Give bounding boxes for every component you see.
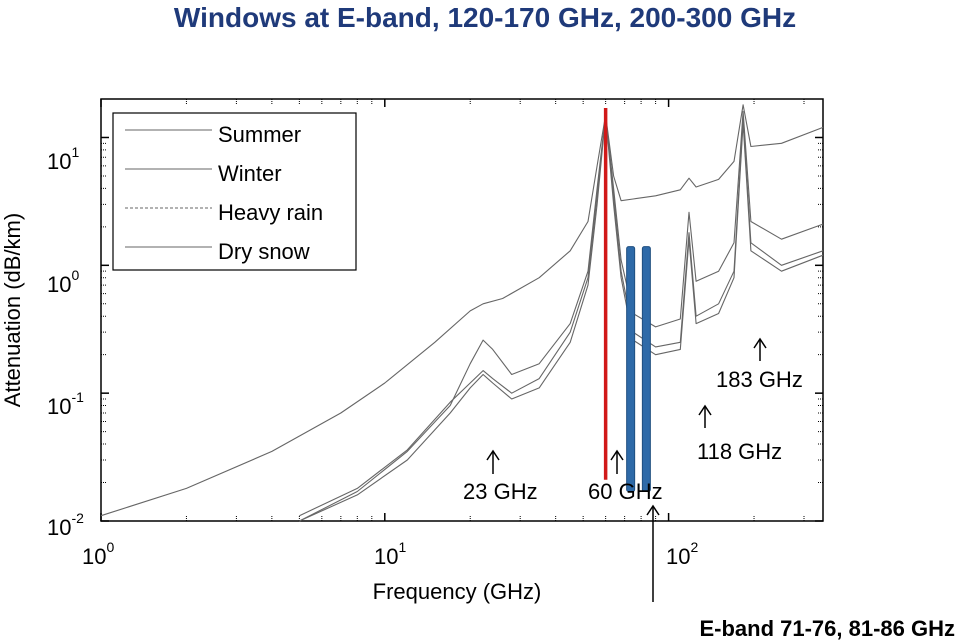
eband-callout: E-band 71-76, 81-86 GHz bbox=[699, 616, 955, 641]
arrowhead-183ghz bbox=[753, 337, 767, 349]
x-axis-label: Frequency (GHz) bbox=[373, 579, 542, 604]
legend: Summer Winter Heavy rain Dry snow bbox=[112, 112, 357, 271]
x-tick-label: 102 bbox=[666, 539, 698, 569]
eband-bar bbox=[641, 246, 651, 493]
legend-label-dry-snow: Dry snow bbox=[218, 239, 310, 264]
legend-label-summer: Summer bbox=[218, 122, 301, 147]
y-tick-label: 10-2 bbox=[47, 510, 84, 540]
annotation-60ghz: 60 GHz bbox=[588, 479, 663, 504]
y-tick-label: 101 bbox=[47, 144, 79, 174]
series-line-dry-snow bbox=[299, 114, 824, 522]
legend-label-heavy-rain: Heavy rain bbox=[218, 200, 323, 225]
annotation-118ghz: 118 GHz bbox=[697, 439, 782, 464]
chart-title: Windows at E-band, 120-170 GHz, 200-300 … bbox=[174, 2, 796, 33]
y-axis-label: Attenuation (dB/km) bbox=[0, 213, 25, 407]
band-markers bbox=[603, 108, 651, 493]
legend-box bbox=[112, 112, 357, 271]
annotations: 23 GHz 60 GHz 118 GHz 183 GHz E-band 71-… bbox=[463, 337, 955, 641]
eband-arrowhead bbox=[646, 504, 660, 516]
annotation-23ghz: 23 GHz bbox=[463, 479, 538, 504]
eband-bar bbox=[626, 246, 636, 493]
arrowhead-118ghz bbox=[698, 404, 712, 416]
annotation-183ghz: 183 GHz bbox=[716, 367, 803, 392]
x-tick-labels: 100 101 102 bbox=[82, 539, 698, 569]
x-tick-label: 100 bbox=[82, 539, 114, 569]
legend-label-winter: Winter bbox=[218, 161, 282, 186]
y-tick-label: 10-1 bbox=[47, 389, 84, 419]
arrowhead-60ghz bbox=[610, 449, 624, 461]
y-tick-label: 100 bbox=[47, 267, 79, 297]
y-tick-labels: 10-2 10-1 100 101 bbox=[47, 144, 84, 540]
x-tick-label: 101 bbox=[374, 539, 406, 569]
tick-marks bbox=[100, 98, 823, 522]
arrowhead-23ghz bbox=[486, 449, 500, 461]
